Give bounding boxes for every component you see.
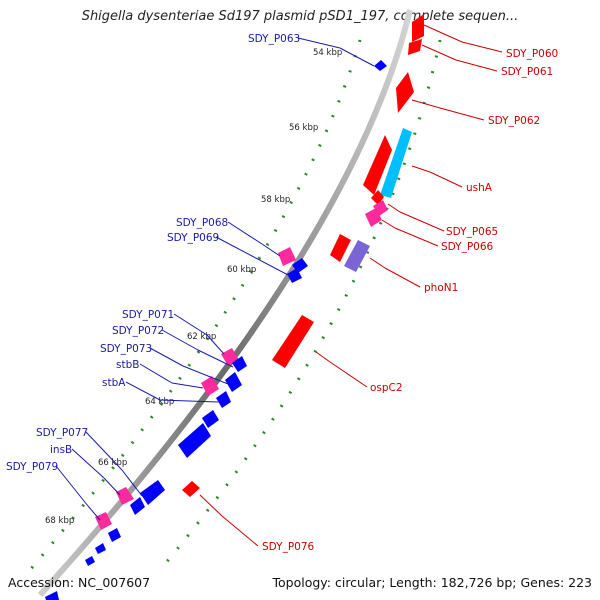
label-sdy-p068: SDY_P068 [176,217,228,229]
gene-sdy-p066 [365,208,382,227]
gene-sdy-p083 [45,591,59,600]
inner-tick-ring [28,39,362,571]
gene-sdy-p064 [363,135,392,195]
label-sdy-p063: SDY_P063 [248,33,300,45]
label-ushA: ushA [466,182,493,194]
gene-stbA [216,391,231,408]
gene-ospC2 [272,315,314,368]
accession-text: Accession: NC_007607 [8,575,151,590]
gene-sdy-p075 [202,410,219,428]
tick-62kbp: 62 kbp [187,332,216,342]
label-sdy-p066: SDY_P066 [441,241,494,253]
backbone-tick-labels: 54 kbp 56 kbp 58 kbp 60 kbp 62 kbp 64 kb… [45,48,342,526]
gene-sdy-p082 [85,556,95,566]
label-sdy-p065: SDY_P065 [446,226,498,238]
label-sdy-p062: SDY_P062 [488,115,540,127]
gene-sdy-p068 [278,247,296,266]
gene-sdy-p065a [371,190,384,205]
topology-summary: Topology: circular; Length: 182,726 bp; … [272,575,593,590]
label-stbA: stbA [102,377,126,389]
label-sdy-p071: SDY_P071 [122,309,174,321]
reverse-labels[interactable]: SDY_P063 SDY_P068 SDY_P069 SDY_P071 SDY_… [6,33,300,473]
gene-insB [116,487,134,505]
label-sdy-p077: SDY_P077 [36,427,88,439]
reverse-genes[interactable] [45,60,387,600]
gene-sdy-p077b [130,497,145,515]
gene-stbB [201,376,219,396]
gene-sdy-p062 [396,72,414,113]
tick-58kbp: 58 kbp [261,195,290,205]
label-sdy-p069: SDY_P069 [167,232,219,244]
tick-66kbp: 66 kbp [98,458,127,468]
gene-sdy-p069 [287,268,302,283]
gene-sdy-p077 [140,480,165,505]
leader-lines-reverse [55,37,375,521]
tick-54kbp: 54 kbp [313,48,342,58]
tick-64kbp: 64 kbp [145,397,174,407]
gene-sdy-p072 [232,356,247,372]
label-sdy-p060: SDY_P060 [506,48,558,60]
gene-sdy-p075b [178,423,211,458]
label-sdy-p072: SDY_P072 [112,325,164,337]
gene-sdy-p076 [182,481,200,497]
gene-sdy-p060 [412,14,424,42]
gene-sdy-p061 [408,39,422,55]
leader-lines-forward [199,24,503,547]
gene-phoN1 [344,240,370,272]
tick-68kbp: 68 kbp [45,516,74,526]
label-sdy-p061: SDY_P061 [501,66,553,78]
gene-sdy-p079 [95,512,112,530]
gene-sdy-p081 [95,543,106,554]
gene-ushA [380,128,412,198]
plasmid-backbone [37,9,413,598]
tick-56kbp: 56 kbp [289,123,318,133]
forward-genes[interactable] [182,14,424,497]
label-ospC2: ospC2 [370,382,403,394]
gene-sdy-p080 [108,528,121,542]
label-insB: insB [50,444,72,456]
gene-sdy-p067 [330,234,351,262]
gene-sdy-p063 [374,60,387,71]
label-sdy-p079: SDY_P079 [6,461,58,473]
label-stbB: stbB [116,359,139,371]
label-sdy-p073: SDY_P073 [100,343,152,355]
gene-sdy-p073 [225,372,242,392]
label-phoN1: phoN1 [424,282,458,294]
label-sdy-p076: SDY_P076 [262,541,315,553]
tick-60kbp: 60 kbp [227,265,256,275]
outer-tick-ring [158,39,442,571]
forward-labels[interactable]: SDY_P060 SDY_P061 SDY_P062 ushA SDY_P065… [262,48,558,553]
